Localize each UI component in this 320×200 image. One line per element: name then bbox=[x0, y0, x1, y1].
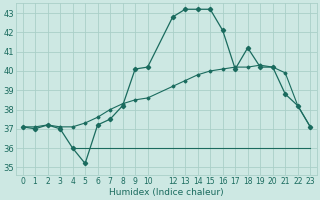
X-axis label: Humidex (Indice chaleur): Humidex (Indice chaleur) bbox=[109, 188, 224, 197]
